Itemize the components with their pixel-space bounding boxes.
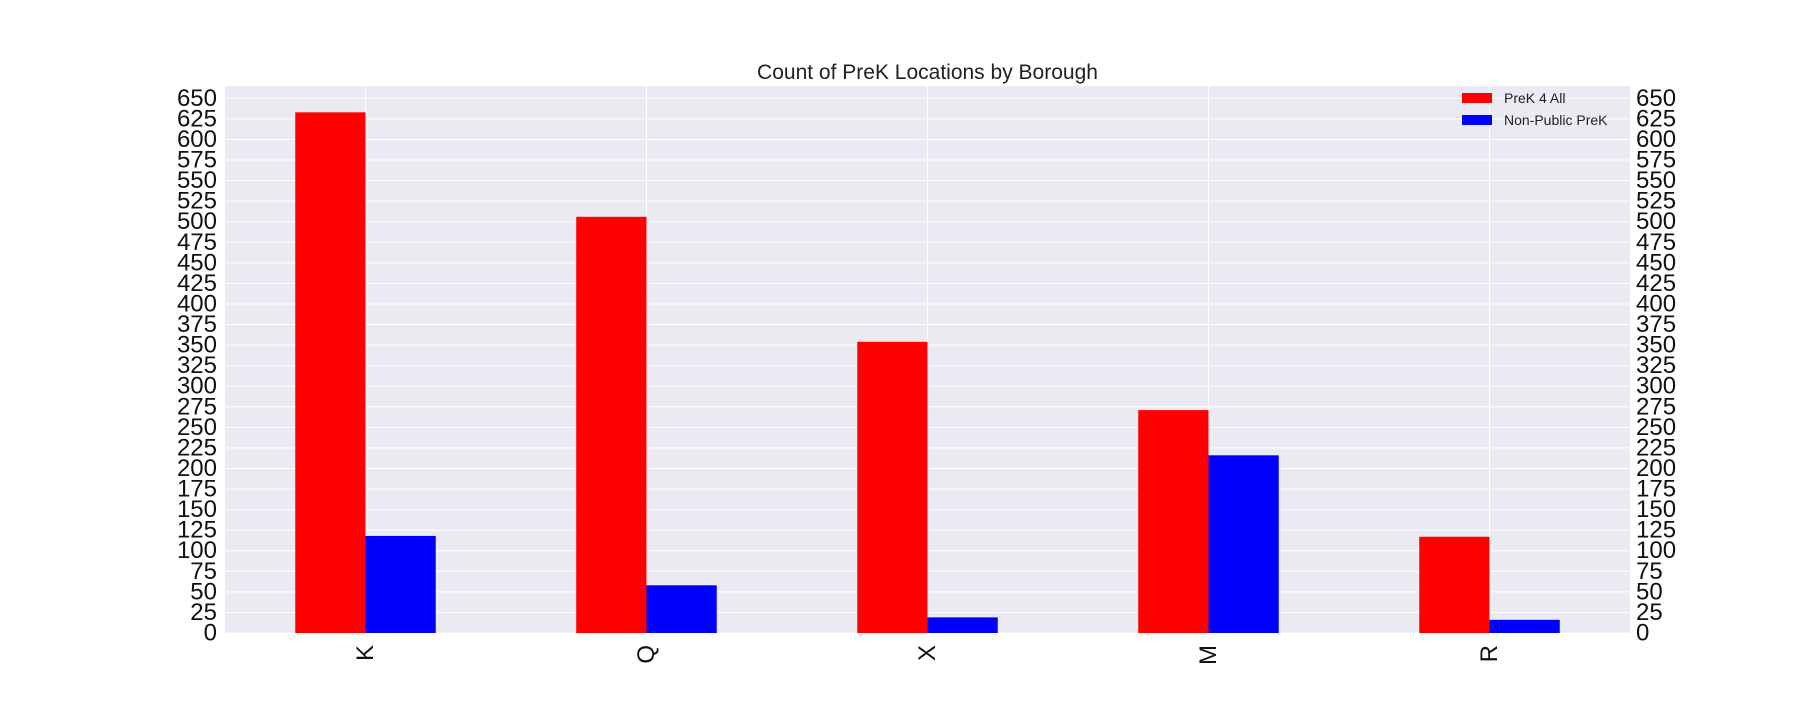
legend-label-0: PreK 4 All [1504,90,1565,106]
y-tick-label-left: 150 [177,496,217,523]
bar-non-public-prek-m [1208,455,1279,633]
y-tick-label-left: 375 [177,311,217,338]
y-tick-label-left: 125 [177,517,217,544]
y-tick-label-left: 100 [177,537,217,564]
y-tick-label-right: 25 [1636,599,1663,626]
y-tick-label-left: 650 [177,85,217,112]
bar-non-public-prek-x [927,617,998,633]
y-tick-label-left: 325 [177,352,217,379]
y-tick-label-right: 550 [1636,167,1676,194]
y-tick-label-left: 175 [177,476,217,503]
bars [295,112,1560,634]
y-tick-label-right: 200 [1636,455,1676,482]
y-tick-label-left: 500 [177,208,217,235]
y-tick-label-right: 600 [1636,126,1676,153]
y-axis-right: 0255075100125150175200225250275300325350… [1636,85,1676,647]
y-tick-label-right: 250 [1636,414,1676,441]
y-tick-label-right: 225 [1636,434,1676,461]
y-tick-label-left: 250 [177,414,217,441]
y-tick-label-left: 0 [204,620,217,647]
y-tick-label-right: 375 [1636,311,1676,338]
y-tick-label-left: 75 [190,558,217,585]
y-tick-label-right: 175 [1636,476,1676,503]
y-tick-label-left: 275 [177,393,217,420]
x-tick-label-r: R [1476,645,1503,662]
y-tick-label-right: 0 [1636,620,1649,647]
y-tick-label-left: 525 [177,188,217,215]
y-tick-label-left: 475 [177,229,217,256]
y-tick-label-right: 450 [1636,249,1676,276]
y-tick-label-left: 450 [177,249,217,276]
legend: PreK 4 All Non-Public PreK [1462,90,1608,128]
x-tick-label-k: K [352,645,379,661]
y-tick-label-right: 50 [1636,578,1663,605]
chart-title: Count of PreK Locations by Borough [757,61,1098,84]
y-tick-label-left: 300 [177,373,217,400]
y-tick-label-right: 400 [1636,290,1676,317]
y-tick-label-left: 550 [177,167,217,194]
y-tick-label-left: 425 [177,270,217,297]
y-tick-label-right: 625 [1636,105,1676,132]
legend-swatch-0 [1462,93,1492,103]
y-tick-label-right: 475 [1636,229,1676,256]
y-tick-label-left: 400 [177,290,217,317]
y-axis-left: 0255075100125150175200225250275300325350… [177,85,217,647]
bar-prek-4-all-q [576,216,647,633]
y-tick-label-right: 425 [1636,270,1676,297]
y-tick-label-right: 275 [1636,393,1676,420]
x-tick-label-x: X [914,645,941,661]
y-tick-label-right: 325 [1636,352,1676,379]
legend-label-1: Non-Public PreK [1504,112,1608,128]
bar-non-public-prek-r [1489,619,1560,633]
y-tick-label-left: 600 [177,126,217,153]
y-tick-label-left: 350 [177,332,217,359]
legend-swatch-1 [1462,115,1492,125]
bar-prek-4-all-x [857,341,928,633]
y-tick-label-right: 100 [1636,537,1676,564]
y-tick-label-right: 300 [1636,373,1676,400]
y-tick-label-left: 625 [177,105,217,132]
y-tick-label-right: 75 [1636,558,1663,585]
y-tick-label-right: 150 [1636,496,1676,523]
y-tick-label-right: 525 [1636,188,1676,215]
y-tick-label-right: 125 [1636,517,1676,544]
y-tick-label-left: 575 [177,147,217,174]
x-tick-label-m: M [1195,645,1222,665]
y-tick-label-left: 25 [190,599,217,626]
y-tick-label-left: 225 [177,434,217,461]
y-tick-label-left: 50 [190,578,217,605]
y-tick-label-right: 350 [1636,332,1676,359]
bar-prek-4-all-r [1419,536,1490,633]
bar-prek-4-all-m [1138,410,1209,633]
y-tick-label-right: 575 [1636,147,1676,174]
y-tick-label-right: 650 [1636,85,1676,112]
bar-non-public-prek-q [646,585,717,633]
y-tick-label-right: 500 [1636,208,1676,235]
bar-prek-4-all-k [295,112,366,634]
x-tick-label-q: Q [633,645,660,664]
bar-non-public-prek-k [365,535,436,633]
y-tick-label-left: 200 [177,455,217,482]
